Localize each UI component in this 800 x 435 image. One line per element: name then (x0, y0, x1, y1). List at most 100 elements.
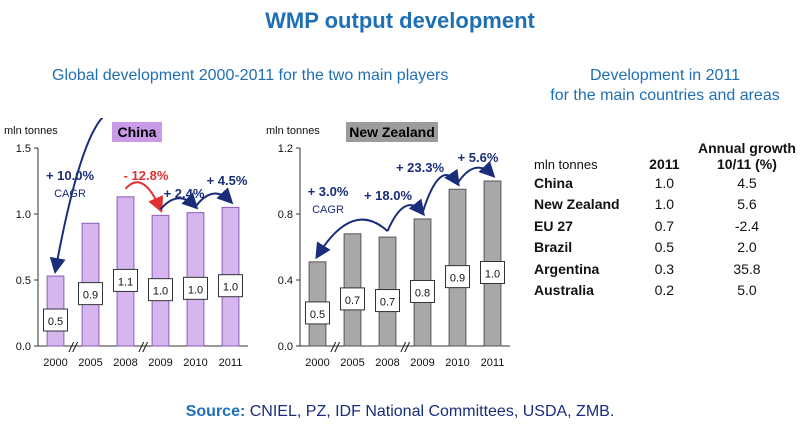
x-tick-label: 2010 (183, 357, 207, 369)
y-axis-label: mln tonnes (266, 125, 320, 137)
table-growth-header: Annual growth 10/11 (%) (694, 140, 800, 172)
data-label-box (43, 308, 68, 332)
growth-arrow (315, 218, 389, 260)
y-tick-label: 0.0 (16, 341, 31, 353)
data-label: 1.0 (188, 284, 203, 296)
table-row: Australia 0.2 5.0 (532, 280, 800, 302)
x-tick-label: 2000 (43, 357, 67, 369)
table-growth-header-line2: 10/11 (%) (716, 156, 777, 172)
axis-break: // (400, 339, 411, 355)
data-label-box (78, 282, 103, 306)
table-cell-value: 0.3 (654, 260, 675, 277)
data-label: 1.0 (153, 286, 168, 298)
table-year-header: 2011 (649, 156, 680, 172)
data-label-box (183, 276, 208, 300)
table-row: EU 27 0.7 -2.4 (532, 215, 800, 237)
data-label-box (148, 278, 173, 302)
table-cell-country: EU 27 (534, 217, 573, 234)
data-label: 0.7 (380, 297, 395, 309)
y-axis-label: mln tonnes (4, 125, 58, 137)
table-cell-country: Australia (534, 282, 594, 299)
source-text: CNIEL, PZ, IDF National Committees, USDA… (249, 403, 615, 420)
table-cell-value: 0.5 (654, 239, 675, 256)
data-label: 0.5 (48, 316, 63, 328)
y-tick-label: 0.5 (16, 275, 31, 287)
x-tick-label: 2008 (375, 357, 399, 369)
growth-arrow (421, 168, 460, 214)
axis-break: // (330, 339, 341, 355)
table-cell-value: 1.0 (654, 174, 675, 191)
table-row: China 1.0 4.5 (532, 172, 800, 194)
data-label: 0.8 (415, 287, 430, 299)
growth-annotation: CAGR (54, 188, 86, 200)
table-cell-growth: 5.6 (737, 196, 757, 213)
table-cell-country: China (534, 174, 573, 191)
x-tick-label: 2009 (410, 357, 434, 369)
right-subtitle: Development in 2011 for the main countri… (530, 66, 800, 106)
table-cell-growth: 35.8 (733, 260, 761, 277)
source-footer: Source: CNIEL, PZ, IDF National Committe… (0, 403, 800, 421)
table-row: Argentina 0.3 35.8 (532, 258, 800, 280)
table-cell-growth: 4.5 (737, 174, 757, 191)
data-label-box (305, 301, 330, 325)
data-label-box (340, 287, 365, 311)
data-label-box (218, 274, 243, 298)
chart-title-box (112, 122, 162, 142)
x-tick-label: 2011 (219, 357, 243, 369)
chart-title-box (346, 122, 438, 142)
x-tick-label: 2010 (445, 357, 469, 369)
growth-arrow (49, 118, 104, 274)
page-title: WMP output development (265, 8, 535, 33)
chart-title: New Zealand (349, 124, 435, 140)
y-tick-label: 0.4 (278, 275, 293, 287)
y-tick-label: 1.0 (16, 209, 31, 221)
table-cell-value: 0.7 (654, 217, 675, 234)
data-label: 0.5 (310, 309, 325, 321)
growth-table-header: mln tonnes 2011 Annual growth 10/11 (%) (532, 140, 800, 172)
table-cell-growth: 5.0 (737, 282, 757, 299)
table-cell-value: 1.0 (654, 196, 675, 213)
table-cell-growth: -2.4 (734, 217, 760, 234)
table-unit-header: mln tonnes (534, 157, 598, 172)
table-growth-header-line1: Annual growth (697, 140, 796, 156)
table-cell-value: 0.2 (654, 282, 675, 299)
data-label-box (113, 268, 138, 292)
growth-annotation: + 23.3% (396, 160, 445, 175)
y-tick-label: 0.8 (278, 209, 293, 221)
data-label: 0.7 (345, 295, 360, 307)
growth-annotation: + 4.5% (207, 173, 248, 188)
growth-annotation: - 12.8% (124, 168, 169, 183)
growth-table: mln tonnes 2011 Annual growth 10/11 (%) … (532, 140, 800, 301)
source-label: Source: (185, 403, 246, 420)
right-subtitle-line2: for the main countries and areas (550, 87, 780, 104)
chart-title: China (118, 124, 157, 140)
growth-arrow (194, 187, 234, 208)
data-label-box (480, 261, 505, 284)
y-tick-label: 0.0 (278, 341, 293, 353)
axis-break: // (138, 339, 149, 355)
growth-arrow (159, 192, 199, 210)
data-label: 0.9 (83, 290, 98, 302)
growth-annotation: + 5.6% (458, 150, 499, 165)
growth-arrow (456, 160, 496, 184)
data-label: 1.0 (223, 282, 238, 294)
left-subtitle: Global development 2000-2011 for the two… (52, 67, 449, 84)
growth-annotation: + 10.0% (46, 168, 95, 183)
growth-annotation: CAGR (312, 204, 344, 216)
axis-break: // (68, 339, 79, 355)
table-row: Brazil 0.5 2.0 (532, 237, 800, 259)
growth-annotation: + 3.0% (308, 184, 349, 199)
data-label: 0.9 (450, 273, 465, 285)
data-label: 1.1 (118, 276, 133, 288)
data-label: 1.0 (485, 269, 500, 281)
data-label-box (445, 265, 470, 289)
new-zealand-chart: mln tonnes New Zealand 0.0 0.4 0.8 1.2 0.5 2000… (266, 122, 510, 369)
data-label-box (410, 279, 435, 303)
growth-arrow (124, 181, 164, 213)
x-tick-label: 2005 (340, 357, 364, 369)
growth-arrow (386, 198, 425, 232)
x-tick-label: 2000 (305, 357, 329, 369)
y-tick-label: 1.2 (278, 143, 293, 155)
table-row: New Zealand 1.0 5.6 (532, 194, 800, 216)
data-label-box (375, 289, 400, 313)
